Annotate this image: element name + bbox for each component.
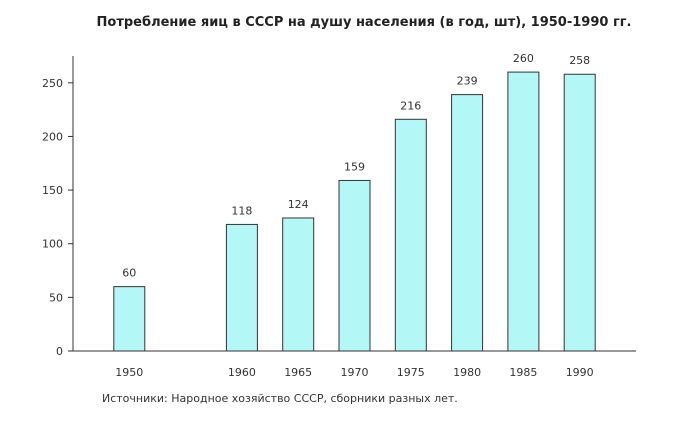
data-label: 216: [400, 99, 421, 112]
bar: [225, 223, 258, 352]
chart-title: Потребление яиц в СССР на душу населения…: [97, 15, 632, 30]
y-tick-label: 50: [49, 291, 63, 304]
bar: [282, 217, 315, 352]
bar: [451, 94, 484, 352]
y-tick-label: 100: [42, 238, 63, 251]
x-tick-label: 1970: [341, 366, 369, 379]
x-tick-label: 1990: [566, 366, 594, 379]
x-tick-label: 1980: [453, 366, 481, 379]
y-tick-label: 200: [42, 130, 63, 143]
y-tick-label: 150: [42, 184, 63, 197]
x-tick-label: 1960: [228, 366, 256, 379]
y-tick-label: 250: [42, 77, 63, 90]
x-tick-label: 1965: [284, 366, 312, 379]
bar: [394, 118, 427, 352]
bar: [507, 71, 540, 352]
bar: [113, 286, 146, 352]
data-label: 159: [344, 160, 365, 173]
bar: [338, 179, 371, 352]
x-tick-label: 1975: [397, 366, 425, 379]
y-tick-label: 0: [56, 345, 63, 358]
plot-area: 0 50 100 150 200 250 60 1950 118 1960 124 1965 159 19…: [42, 52, 636, 379]
data-label: 124: [288, 198, 309, 211]
source-note: Источники: Народное хозяйство СССР, сбор…: [102, 392, 458, 405]
x-tick-label: 1950: [115, 366, 143, 379]
data-label: 60: [122, 267, 136, 280]
data-label: 260: [513, 52, 534, 65]
bar: [563, 73, 596, 352]
data-label: 258: [569, 54, 590, 67]
data-label: 118: [231, 204, 252, 217]
x-tick-label: 1985: [509, 366, 537, 379]
data-label: 239: [457, 75, 478, 88]
